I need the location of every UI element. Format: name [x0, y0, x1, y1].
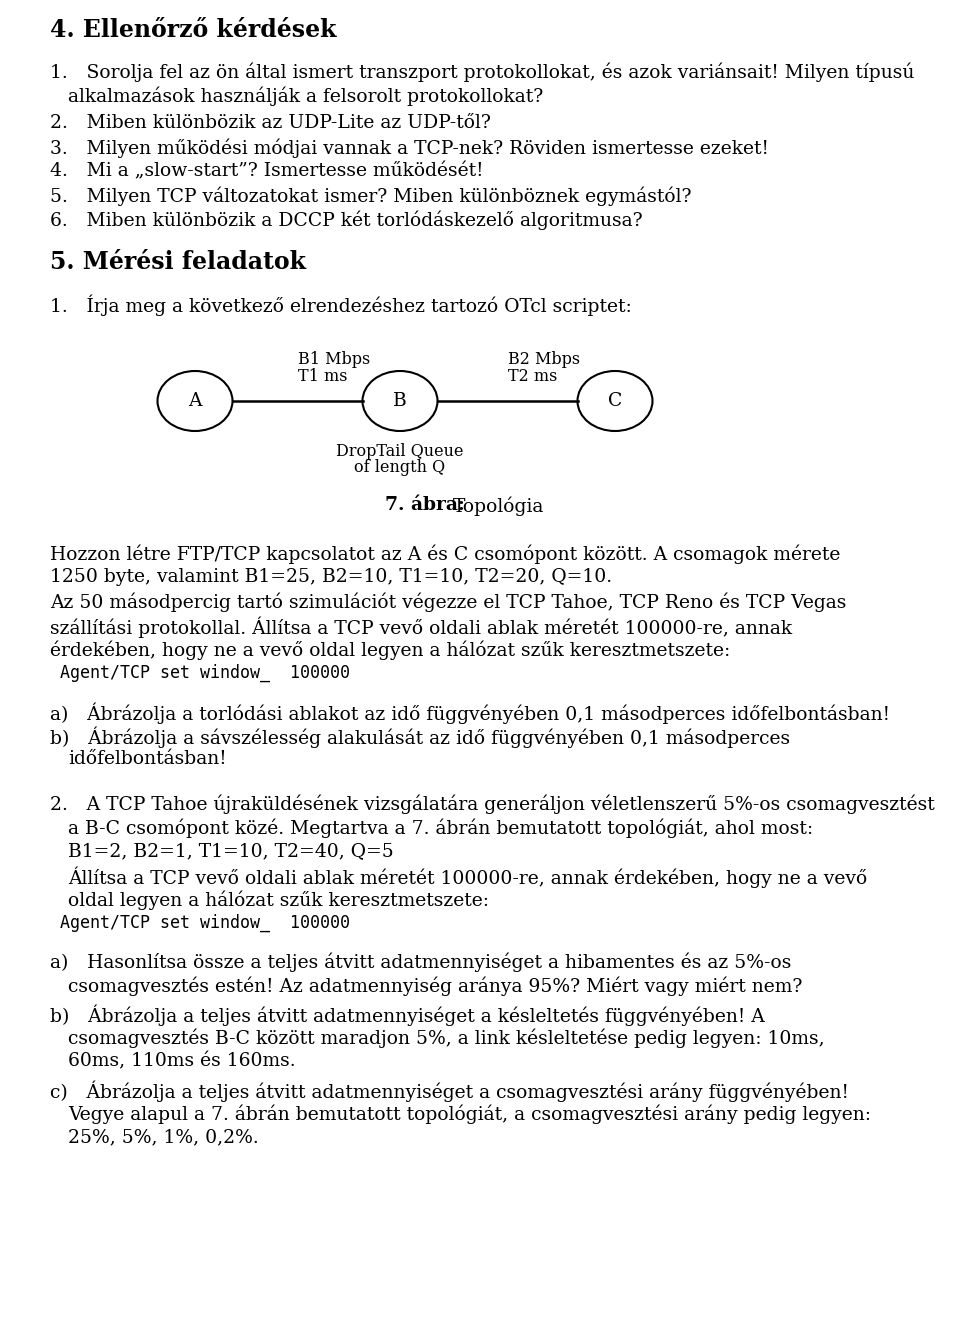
Text: 4.  Mi a „slow-start”? Ismertesse működését!: 4. Mi a „slow-start”? Ismertesse működés…: [50, 162, 484, 180]
Text: Hozzon létre FTP/TCP kapcsolatot az A és C csomópont között. A csomagok mérete: Hozzon létre FTP/TCP kapcsolatot az A és…: [50, 544, 840, 564]
Text: of length Q: of length Q: [354, 458, 445, 476]
Text: a) Hasonlítsa össze a teljes átvitt adatmennyiséget a hibamentes és az 5%-os: a) Hasonlítsa össze a teljes átvitt adat…: [50, 952, 791, 971]
Text: 1250 byte, valamint B1=25, B2=10, T1=10, T2=20, Q=10.: 1250 byte, valamint B1=25, B2=10, T1=10,…: [50, 568, 612, 587]
Text: DropTail Queue: DropTail Queue: [336, 443, 464, 460]
Text: b) Ábrázolja a teljes átvitt adatmennyiséget a késleltetés függvényében! A: b) Ábrázolja a teljes átvitt adatmennyis…: [50, 1004, 765, 1025]
Text: B1=2, B2=1, T1=10, T2=40, Q=5: B1=2, B2=1, T1=10, T2=40, Q=5: [68, 841, 394, 860]
Text: A: A: [188, 392, 202, 410]
Text: B: B: [394, 392, 407, 410]
Text: Az 50 másodpercig tartó szimulációt végezze el TCP Tahoe, TCP Reno és TCP Vegas: Az 50 másodpercig tartó szimulációt vége…: [50, 592, 847, 612]
Text: csomagvesztés B-C között maradjon 5%, a link késleltetése pedig legyen: 10ms,: csomagvesztés B-C között maradjon 5%, a …: [68, 1028, 825, 1048]
Text: T2 ms: T2 ms: [508, 369, 557, 384]
Text: 2.  A TCP Tahoe újraküldésének vizsgálatára generáljon véletlenszerű 5%-os csoma: 2. A TCP Tahoe újraküldésének vizsgálatá…: [50, 794, 935, 814]
Text: a B-C csomópont közé. Megtartva a 7. ábrán bemutatott topológiát, ahol most:: a B-C csomópont közé. Megtartva a 7. ábr…: [68, 818, 813, 838]
Text: 25%, 5%, 1%, 0,2%.: 25%, 5%, 1%, 0,2%.: [68, 1128, 259, 1147]
Text: T1 ms: T1 ms: [298, 369, 347, 384]
Text: szállítási protokollal. Állítsa a TCP vevő oldali ablak méretét 100000-re, annak: szállítási protokollal. Állítsa a TCP ve…: [50, 616, 792, 638]
Text: alkalmazások használják a felsorolt protokollokat?: alkalmazások használják a felsorolt prot…: [68, 86, 543, 106]
Text: C: C: [608, 392, 622, 410]
Text: 3.  Milyen működési módjai vannak a TCP-nek? Röviden ismertesse ezeket!: 3. Milyen működési módjai vannak a TCP-n…: [50, 137, 769, 157]
Text: érdekében, hogy ne a vevő oldal legyen a hálózat szűk keresztmetszete:: érdekében, hogy ne a vevő oldal legyen a…: [50, 639, 731, 659]
Text: B2 Mbps: B2 Mbps: [508, 351, 580, 369]
Text: 4. Ellenőrző kérdések: 4. Ellenőrző kérdések: [50, 18, 337, 42]
Text: Agent/TCP set window_  100000: Agent/TCP set window_ 100000: [60, 914, 350, 933]
Text: 6.  Miben különbözik a DCCP két torlódáskezelő algoritmusa?: 6. Miben különbözik a DCCP két torlódásk…: [50, 210, 642, 230]
Text: a) Ábrázolja a torlódási ablakot az idő függvényében 0,1 másodperces időfelbontá: a) Ábrázolja a torlódási ablakot az idő …: [50, 701, 890, 724]
Text: c) Ábrázolja a teljes átvitt adatmennyiséget a csomagvesztési arány függvényében: c) Ábrázolja a teljes átvitt adatmennyis…: [50, 1081, 849, 1102]
Text: csomagvesztés estén! Az adatmennyiség aránya 95%? Miért vagy miért nem?: csomagvesztés estén! Az adatmennyiség ar…: [68, 976, 803, 996]
Text: 2.  Miben különbözik az UDP-Lite az UDP-től?: 2. Miben különbözik az UDP-Lite az UDP-t…: [50, 114, 491, 132]
Text: 1.  Írja meg a következő elrendezéshez tartozó OTcl scriptet:: 1. Írja meg a következő elrendezéshez ta…: [50, 295, 632, 316]
Text: Topológia: Topológia: [453, 495, 544, 515]
Text: 1.  Sorolja fel az ön által ismert transzport protokollokat, és azok variánsait!: 1. Sorolja fel az ön által ismert transz…: [50, 62, 914, 82]
Text: b) Ábrázolja a sávszélesség alakulását az idő függvényében 0,1 másodperces: b) Ábrázolja a sávszélesség alakulását a…: [50, 727, 790, 748]
Text: Vegye alapul a 7. ábrán bemutatott topológiát, a csomagvesztési arány pedig legy: Vegye alapul a 7. ábrán bemutatott topol…: [68, 1104, 871, 1123]
Text: 5.  Milyen TCP változatokat ismer? Miben különböznek egymástól?: 5. Milyen TCP változatokat ismer? Miben …: [50, 186, 691, 206]
Text: Agent/TCP set window_  100000: Agent/TCP set window_ 100000: [60, 664, 350, 682]
Text: 60ms, 110ms és 160ms.: 60ms, 110ms és 160ms.: [68, 1052, 296, 1070]
Text: oldal legyen a hálózat szűk keresztmetszete:: oldal legyen a hálózat szűk keresztmetsz…: [68, 890, 489, 909]
Text: Állítsa a TCP vevő oldali ablak méretét 100000-re, annak érdekében, hogy ne a ve: Állítsa a TCP vevő oldali ablak méretét …: [68, 867, 867, 888]
Text: 7. ábra:: 7. ábra:: [385, 495, 465, 514]
Text: 5. Mérési feladatok: 5. Mérési feladatok: [50, 250, 306, 273]
Text: időfelbontásban!: időfelbontásban!: [68, 750, 227, 768]
Text: B1 Mbps: B1 Mbps: [298, 351, 370, 369]
